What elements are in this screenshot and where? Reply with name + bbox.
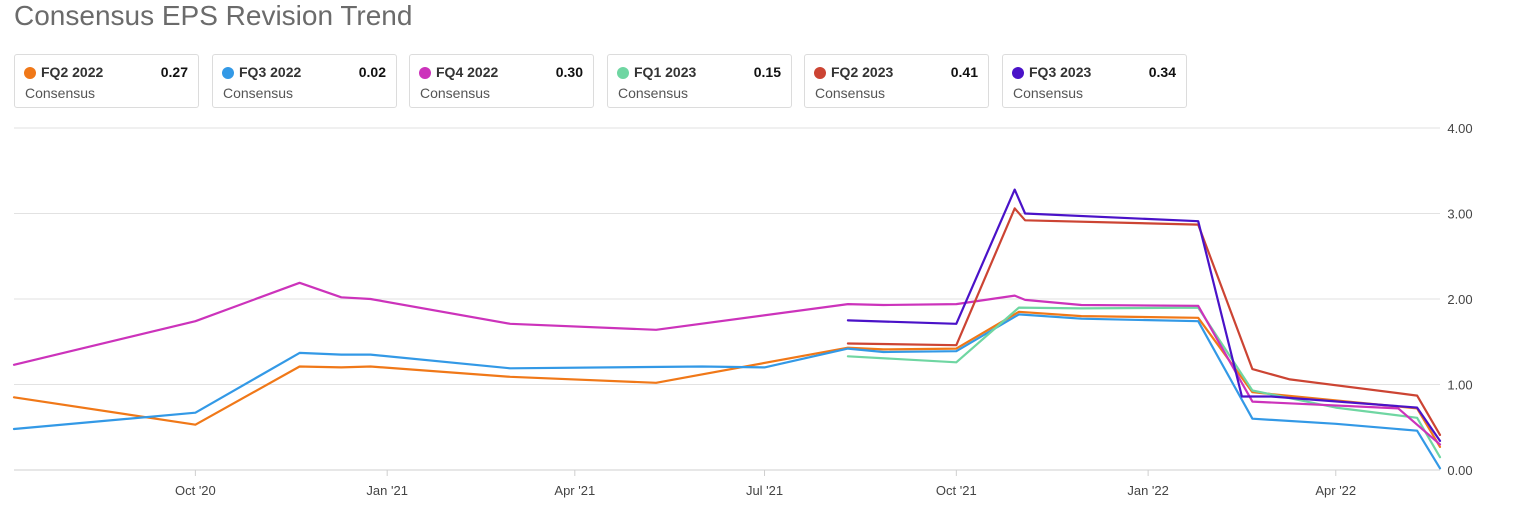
series-line-fq3-2022 xyxy=(12,313,1442,470)
legend-series-value: 0.15 xyxy=(753,64,781,80)
x-tick-label: Jan '21 xyxy=(366,483,408,498)
legend-dot-icon xyxy=(814,67,826,79)
legend-item-fq1-2023[interactable]: FQ1 2023 0.15 Consensus xyxy=(607,54,792,108)
legend-series-value: 0.27 xyxy=(160,64,188,80)
legend-item-fq3-2022[interactable]: FQ3 2022 0.02 Consensus xyxy=(212,54,397,108)
legend-series-name: FQ2 2023 xyxy=(831,64,894,80)
legend-series-name: FQ3 2023 xyxy=(1029,64,1092,80)
legend-item-fq2-2022[interactable]: FQ2 2022 0.27 Consensus xyxy=(14,54,199,108)
y-tick-label: 2.00 xyxy=(1447,292,1472,307)
legend-series-name: FQ4 2022 xyxy=(436,64,499,80)
x-tick-label: Apr '22 xyxy=(1315,483,1356,498)
x-tick-label: Jan '22 xyxy=(1127,483,1169,498)
y-tick-label: 3.00 xyxy=(1447,207,1472,222)
legend-series-sublabel: Consensus xyxy=(618,85,689,101)
x-tick-label: Apr '21 xyxy=(554,483,595,498)
legend-series-sublabel: Consensus xyxy=(1013,85,1084,101)
legend-series-sublabel: Consensus xyxy=(815,85,886,101)
legend-item-fq4-2022[interactable]: FQ4 2022 0.30 Consensus xyxy=(409,54,594,108)
legend-dot-icon xyxy=(222,67,234,79)
y-tick-label: 1.00 xyxy=(1447,378,1472,393)
legend-series-value: 0.02 xyxy=(358,64,386,80)
legend-series-value: 0.30 xyxy=(555,64,583,80)
x-tick-label: Oct '21 xyxy=(936,483,977,498)
legend-series-value: 0.34 xyxy=(1148,64,1176,80)
x-tick-label: Jul '21 xyxy=(746,483,783,498)
legend-dot-icon xyxy=(617,67,629,79)
y-tick-label: 4.00 xyxy=(1447,121,1472,136)
series-line-fq1-2023 xyxy=(846,306,1442,459)
legend-item-fq2-2023[interactable]: FQ2 2023 0.41 Consensus xyxy=(804,54,989,108)
legend-series-value: 0.41 xyxy=(950,64,978,80)
legend-series-sublabel: Consensus xyxy=(420,85,491,101)
legend-dot-icon xyxy=(1012,67,1024,79)
legend-dot-icon xyxy=(24,67,36,79)
legend-series-name: FQ1 2023 xyxy=(634,64,697,80)
legend-dot-icon xyxy=(419,67,431,79)
legend-series-sublabel: Consensus xyxy=(223,85,294,101)
legend-series-name: FQ3 2022 xyxy=(239,64,302,80)
y-tick-label: 0.00 xyxy=(1447,463,1472,478)
legend-series-sublabel: Consensus xyxy=(25,85,96,101)
legend-series-name: FQ2 2022 xyxy=(41,64,104,80)
series-line-fq3-2023 xyxy=(846,188,1442,442)
chart-title: Consensus EPS Revision Trend xyxy=(14,0,413,31)
series-line-fq4-2022 xyxy=(12,281,1442,446)
x-tick-label: Oct '20 xyxy=(175,483,216,498)
legend-item-fq3-2023[interactable]: FQ3 2023 0.34 Consensus xyxy=(1002,54,1187,108)
